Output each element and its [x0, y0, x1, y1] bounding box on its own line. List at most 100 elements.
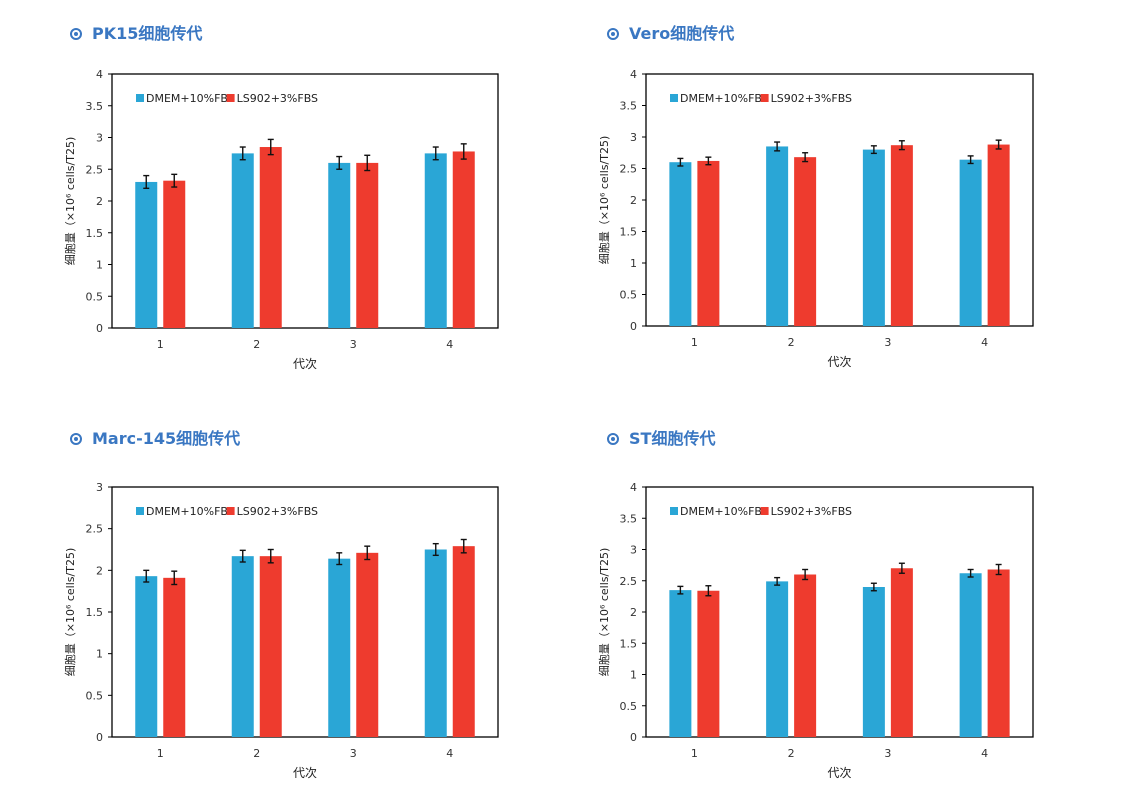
y-tick-label: 0.5	[86, 290, 104, 303]
x-tick-label: 4	[981, 747, 988, 760]
bar-ls902	[452, 151, 475, 328]
legend-label: DMEM+10%FBS	[146, 505, 235, 518]
x-axis-label: 代次	[827, 766, 851, 780]
bar-dmem	[135, 576, 158, 737]
bar-ls902	[890, 568, 913, 737]
y-tick-label: 3	[96, 481, 103, 494]
bar-ls902	[259, 147, 282, 328]
x-tick-label: 1	[691, 336, 698, 349]
x-tick-label: 2	[253, 338, 260, 351]
legend-label: LS902+3%FBS	[237, 505, 318, 518]
x-tick-label: 2	[788, 336, 795, 349]
bar-dmem	[959, 573, 982, 737]
chart-panel: 0 0.5 1 1.5 2 2.5 3 3.5 4 1 2 3 4 DMEM+10%FBS LS902+3%…	[598, 481, 1034, 780]
y-tick-label: 2.5	[620, 163, 638, 176]
x-tick-label: 4	[446, 747, 453, 760]
y-tick-label: 2	[96, 564, 103, 577]
x-axis-label: 代次	[827, 355, 851, 369]
y-tick-label: 2	[630, 606, 637, 619]
x-tick-label: 1	[157, 338, 164, 351]
y-tick-label: 0	[630, 731, 637, 744]
legend-swatch	[760, 94, 769, 102]
bar-dmem	[862, 149, 885, 326]
y-tick-label: 2	[630, 194, 637, 207]
y-tick-label: 3	[96, 132, 103, 145]
x-axis-label: 代次	[293, 357, 317, 371]
y-tick-label: 1.5	[620, 226, 638, 239]
y-axis-label: 细胞量（×10⁶ cells/T25)	[598, 136, 611, 265]
legend-swatch	[226, 507, 235, 515]
bar-ls902	[697, 590, 720, 737]
x-tick-label: 1	[157, 747, 164, 760]
y-tick-label: 0	[96, 731, 103, 744]
y-tick-label: 3	[630, 131, 637, 144]
x-tick-label: 3	[350, 338, 357, 351]
bar-dmem	[766, 581, 789, 737]
y-tick-label: 4	[630, 481, 637, 494]
y-tick-label: 0.5	[86, 689, 104, 702]
legend-label: LS902+3%FBS	[237, 92, 318, 105]
chart-title-pk15: PK15细胞传代	[70, 20, 202, 44]
y-tick-label: 1	[96, 648, 103, 661]
bar-dmem	[862, 587, 885, 737]
bar-ls902	[163, 577, 186, 737]
bar-ls902	[987, 569, 1010, 737]
chart-title-text: Marc-145细胞传代	[92, 429, 241, 448]
y-tick-label: 1	[630, 257, 637, 270]
bar-dmem	[231, 153, 254, 328]
x-tick-label: 3	[350, 747, 357, 760]
bar-ls902	[794, 157, 817, 326]
y-tick-label: 3.5	[620, 512, 638, 525]
y-tick-label: 1	[96, 259, 103, 272]
chart-title-vero: Vero细胞传代	[607, 20, 734, 44]
chart-title-text: Vero细胞传代	[629, 24, 735, 43]
y-tick-label: 0	[630, 320, 637, 333]
y-tick-label: 4	[630, 68, 637, 81]
chart-title-text: PK15细胞传代	[92, 24, 203, 43]
y-tick-label: 1.5	[86, 606, 104, 619]
bar-dmem	[424, 153, 447, 328]
y-tick-label: 1.5	[86, 227, 104, 240]
x-tick-label: 2	[788, 747, 795, 760]
x-tick-label: 3	[884, 747, 891, 760]
y-tick-label: 2.5	[86, 523, 104, 536]
legend-swatch	[760, 507, 769, 515]
legend-label: DMEM+10%FBS	[680, 505, 769, 518]
y-tick-label: 2	[96, 195, 103, 208]
bar-ls902	[794, 574, 817, 737]
legend-label: DMEM+10%FBS	[146, 92, 235, 105]
bar-dmem	[424, 549, 447, 737]
x-tick-label: 2	[253, 747, 260, 760]
legend-swatch	[226, 94, 235, 102]
legend-swatch	[670, 94, 678, 102]
legend-label: LS902+3%FBS	[771, 505, 852, 518]
bar-dmem	[766, 146, 789, 326]
bar-dmem	[135, 181, 158, 328]
chart-panel: 0 0.5 1 1.5 2 2.5 3 3.5 4 1 2 3 4 DMEM+10%FBS LS902+3%…	[64, 68, 499, 371]
bar-dmem	[328, 558, 351, 737]
x-tick-label: 3	[884, 336, 891, 349]
bar-dmem	[959, 159, 982, 326]
legend-swatch	[136, 94, 144, 102]
bar-ls902	[163, 180, 186, 328]
y-tick-label: 0.5	[620, 700, 638, 713]
bar-ls902	[356, 552, 379, 737]
x-axis-label: 代次	[293, 766, 317, 780]
y-tick-label: 2.5	[620, 575, 638, 588]
circle-bullet-icon	[607, 433, 619, 445]
x-tick-label: 4	[446, 338, 453, 351]
y-tick-label: 3.5	[86, 100, 104, 113]
bar-ls902	[987, 144, 1010, 326]
y-tick-label: 1.5	[620, 637, 638, 650]
legend-swatch	[136, 507, 144, 515]
y-axis-label: 细胞量（×10⁶ cells/T25)	[64, 137, 77, 266]
circle-bullet-icon	[70, 433, 82, 445]
bar-ls902	[697, 160, 720, 326]
bar-ls902	[452, 546, 475, 737]
y-tick-label: 2.5	[86, 163, 104, 176]
chart-title-st: ST细胞传代	[607, 425, 715, 449]
y-axis-label: 细胞量（×10⁶ cells/T25)	[64, 548, 77, 677]
y-tick-label: 0	[96, 322, 103, 335]
y-axis-label: 细胞量（×10⁶ cells/T25)	[598, 548, 611, 677]
y-tick-label: 3	[630, 544, 637, 557]
